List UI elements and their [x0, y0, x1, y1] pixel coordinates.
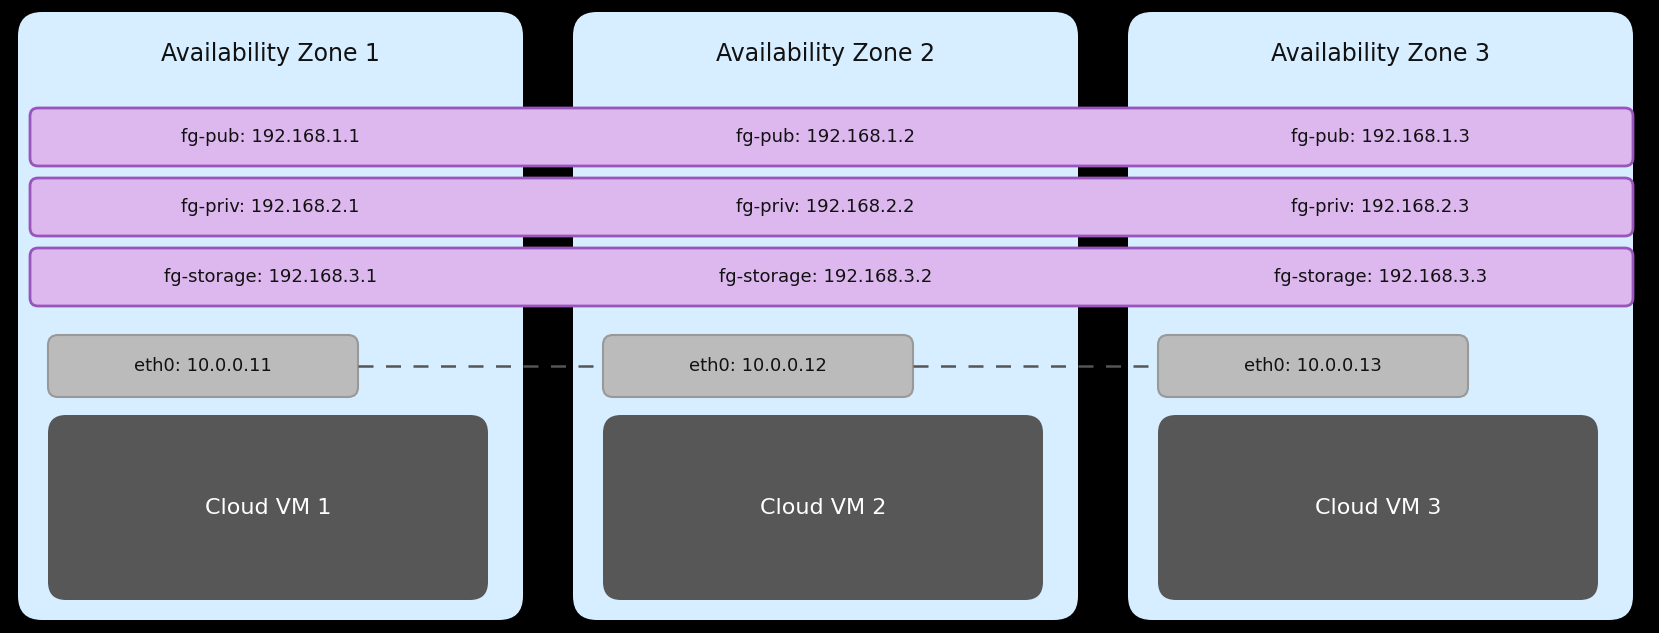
Text: fg-storage: 192.168.3.3: fg-storage: 192.168.3.3	[1274, 268, 1486, 286]
FancyBboxPatch shape	[48, 415, 488, 600]
Text: Cloud VM 3: Cloud VM 3	[1316, 498, 1442, 518]
Text: eth0: 10.0.0.12: eth0: 10.0.0.12	[688, 357, 826, 375]
Text: Cloud VM 1: Cloud VM 1	[204, 498, 332, 518]
Text: fg-priv: 192.168.2.2: fg-priv: 192.168.2.2	[737, 198, 914, 216]
FancyBboxPatch shape	[30, 178, 1632, 236]
Text: Availability Zone 1: Availability Zone 1	[161, 42, 380, 66]
Text: Availability Zone 3: Availability Zone 3	[1271, 42, 1490, 66]
FancyBboxPatch shape	[1128, 12, 1632, 620]
FancyBboxPatch shape	[572, 12, 1078, 620]
Text: fg-priv: 192.168.2.3: fg-priv: 192.168.2.3	[1291, 198, 1470, 216]
Text: fg-pub: 192.168.1.2: fg-pub: 192.168.1.2	[737, 128, 916, 146]
FancyBboxPatch shape	[602, 415, 1044, 600]
FancyBboxPatch shape	[48, 335, 358, 397]
FancyBboxPatch shape	[18, 12, 523, 620]
Text: eth0: 10.0.0.11: eth0: 10.0.0.11	[134, 357, 272, 375]
FancyBboxPatch shape	[1158, 335, 1468, 397]
Text: eth0: 10.0.0.13: eth0: 10.0.0.13	[1244, 357, 1382, 375]
FancyBboxPatch shape	[30, 248, 1632, 306]
FancyBboxPatch shape	[1158, 415, 1598, 600]
Text: fg-storage: 192.168.3.1: fg-storage: 192.168.3.1	[164, 268, 377, 286]
FancyBboxPatch shape	[602, 335, 912, 397]
Text: fg-priv: 192.168.2.1: fg-priv: 192.168.2.1	[181, 198, 360, 216]
Text: fg-storage: 192.168.3.2: fg-storage: 192.168.3.2	[718, 268, 932, 286]
Text: Cloud VM 2: Cloud VM 2	[760, 498, 886, 518]
Text: fg-pub: 192.168.1.1: fg-pub: 192.168.1.1	[181, 128, 360, 146]
FancyBboxPatch shape	[30, 108, 1632, 166]
Text: Availability Zone 2: Availability Zone 2	[717, 42, 936, 66]
Text: fg-pub: 192.168.1.3: fg-pub: 192.168.1.3	[1291, 128, 1470, 146]
